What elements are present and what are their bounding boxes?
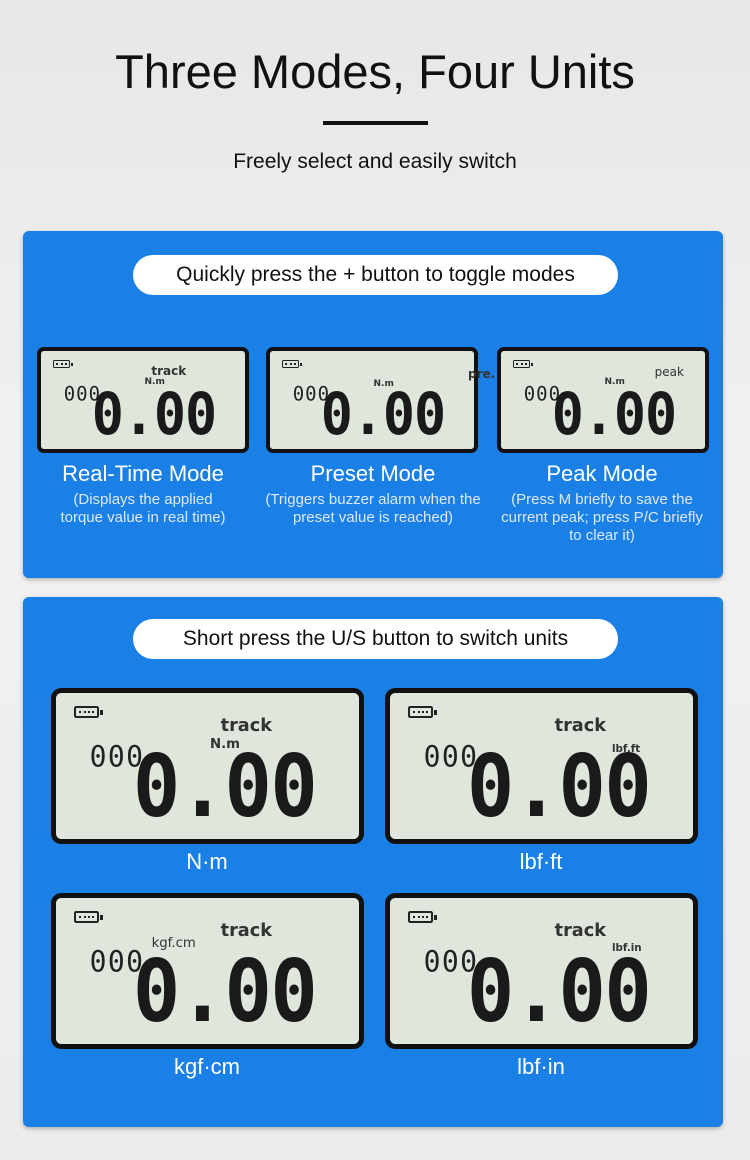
lcd-unit: lbf.ft xyxy=(611,742,641,755)
lcd-unit: N.m xyxy=(604,377,625,388)
lcd-value: 0.00 xyxy=(91,380,217,449)
lcd-unit-nm: 000 track N.m 0.00 xyxy=(51,688,364,845)
battery-icon xyxy=(282,360,302,368)
page-subtitle: Freely select and easily switch xyxy=(233,150,517,173)
lcd-counter: 000 xyxy=(423,944,479,980)
units-panel: Short press the U/S button to switch uni… xyxy=(23,597,723,1127)
lcd-value: 0.00 xyxy=(466,738,652,838)
mode-name: Peak Mode xyxy=(546,461,658,486)
modes-banner: Quickly press the + button to toggle mod… xyxy=(133,255,618,295)
lcd-counter: 000 xyxy=(292,382,330,406)
lcd-realtime: 000 track N.m 0.00 xyxy=(37,347,249,453)
lcd-mode: track xyxy=(554,921,606,941)
mode-desc: (Displays the applied torque value in re… xyxy=(60,491,226,526)
lcd-unit-lbfin: 000 track lbf.in 0.00 xyxy=(385,893,698,1050)
unit-label: N·m xyxy=(186,849,228,874)
lcd-unit: kgf.cm xyxy=(151,936,196,952)
mode-label-preset: Preset Mode (Triggers buzzer alarm when … xyxy=(263,461,483,527)
lcd-unit-lbfft: 000 track lbf.ft 0.00 xyxy=(385,688,698,845)
unit-label: lbf·in xyxy=(517,1054,565,1079)
unit-label: kgf·cm xyxy=(174,1054,240,1079)
lcd-mode: pre. xyxy=(468,366,496,381)
lcd-mode: track xyxy=(554,716,606,736)
lcd-counter: 000 xyxy=(89,944,145,980)
lcd-mode: track xyxy=(220,716,272,736)
lcd-unit-kgfcm: 000 track kgf.cm 0.00 xyxy=(51,893,364,1050)
battery-icon xyxy=(73,911,103,924)
battery-icon xyxy=(407,706,437,719)
mode-name: Real-Time Mode xyxy=(62,461,224,486)
mode-label-realtime: Real-Time Mode (Displays the applied tor… xyxy=(23,461,263,527)
lcd-preset: 000 pre. N.m 0.00 xyxy=(266,347,495,453)
lcd-counter: 000 xyxy=(89,739,145,775)
page-title: Three Modes, Four Units xyxy=(115,45,635,98)
lcd-unit: N.m xyxy=(144,377,165,388)
lcd-counter: 000 xyxy=(423,739,479,775)
battery-icon xyxy=(407,911,437,924)
unit-label: lbf·ft xyxy=(519,849,563,874)
units-banner: Short press the U/S button to switch uni… xyxy=(133,619,618,659)
battery-icon xyxy=(73,706,103,719)
lcd-value: 0.00 xyxy=(466,943,652,1043)
lcd-mode: peak xyxy=(654,365,684,380)
lcd-value: 0.00 xyxy=(132,738,318,838)
lcd-unit: N.m xyxy=(209,736,240,752)
battery-icon xyxy=(513,360,533,368)
mode-desc: (Triggers buzzer alarm when the preset v… xyxy=(265,491,481,526)
lcd-value: 0.00 xyxy=(132,943,318,1043)
title-divider xyxy=(323,121,428,125)
battery-icon xyxy=(53,360,73,368)
lcd-counter: 000 xyxy=(523,382,561,406)
lcd-value: 0.00 xyxy=(320,380,446,449)
mode-label-peak: Peak Mode (Press M briefly to save the c… xyxy=(493,461,711,545)
lcd-peak: 000 peak N.m 0.00 xyxy=(497,347,709,453)
lcd-unit: lbf.in xyxy=(611,942,642,955)
mode-desc: (Press M briefly to save the current pea… xyxy=(501,491,703,544)
lcd-mode: track xyxy=(151,364,187,379)
lcd-unit: N.m xyxy=(373,378,394,389)
lcd-mode: track xyxy=(220,921,272,941)
lcd-counter: 000 xyxy=(63,382,101,406)
mode-name: Preset Mode xyxy=(310,461,436,486)
lcd-value: 0.00 xyxy=(551,380,677,449)
modes-panel: Quickly press the + button to toggle mod… xyxy=(23,231,723,578)
